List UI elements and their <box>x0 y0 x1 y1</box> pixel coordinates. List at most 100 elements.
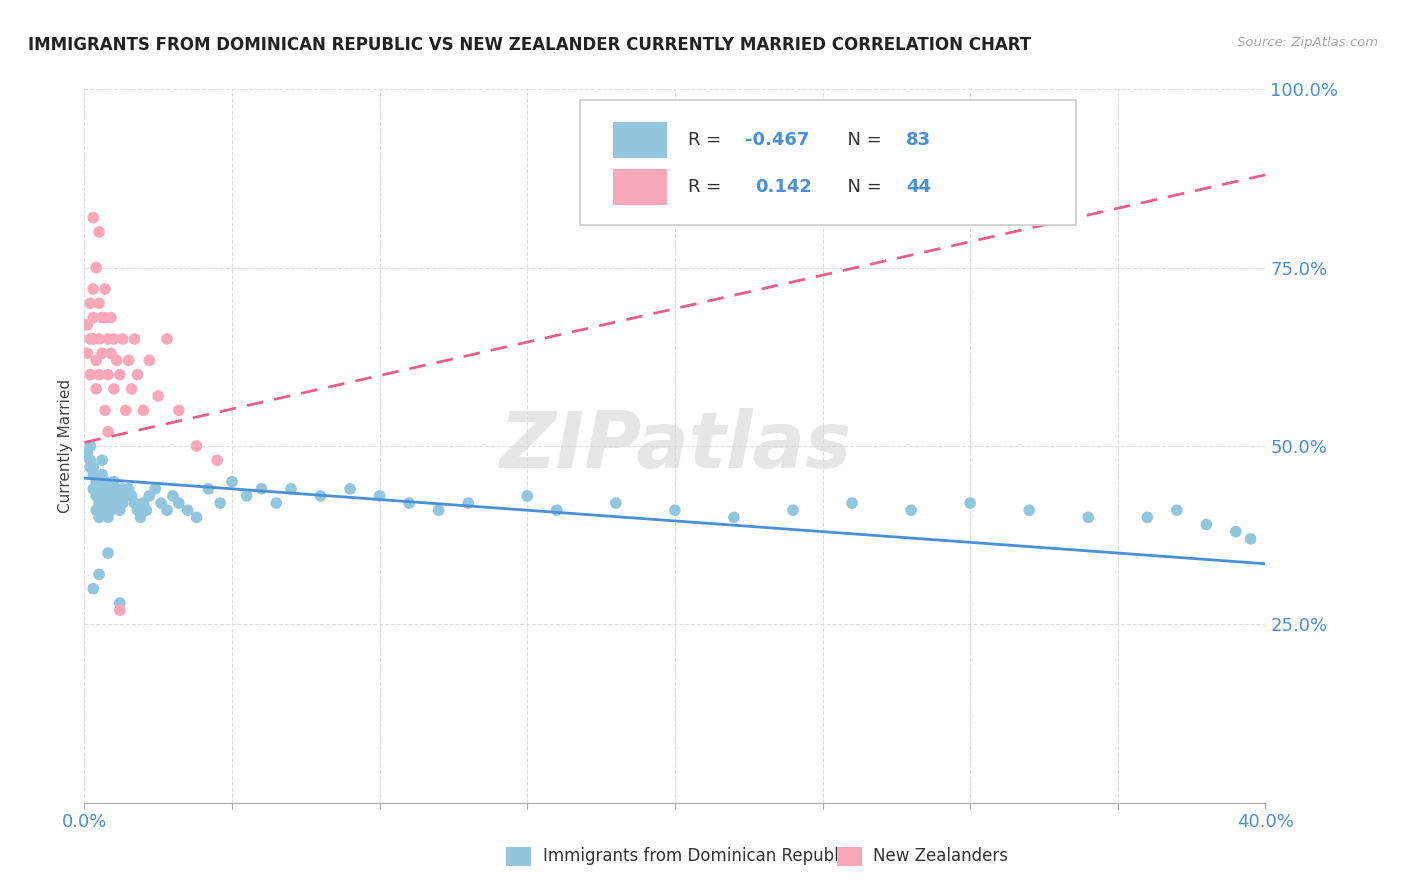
Point <box>97 496 120 510</box>
Point <box>87 368 111 382</box>
Point <box>82 582 104 596</box>
Point <box>1225 524 1247 539</box>
Point <box>82 310 104 325</box>
FancyBboxPatch shape <box>613 122 666 158</box>
Point <box>186 510 208 524</box>
Point <box>150 496 173 510</box>
Point <box>162 489 184 503</box>
Point <box>111 332 134 346</box>
Point <box>84 382 107 396</box>
Point <box>82 467 104 482</box>
Point <box>94 403 117 417</box>
Point <box>250 482 273 496</box>
Point <box>1136 510 1159 524</box>
Text: 44: 44 <box>907 178 931 195</box>
Point <box>143 482 166 496</box>
Point <box>221 475 243 489</box>
Point <box>94 503 117 517</box>
Point <box>76 318 98 332</box>
Point <box>546 503 568 517</box>
Point <box>959 496 981 510</box>
Point <box>108 489 131 503</box>
Point <box>87 510 111 524</box>
Text: -0.467: -0.467 <box>745 131 808 149</box>
Point <box>103 489 125 503</box>
Point <box>280 482 302 496</box>
Point <box>103 496 125 510</box>
Point <box>84 475 107 489</box>
Point <box>118 353 141 368</box>
Point <box>87 482 111 496</box>
Point <box>1018 503 1040 517</box>
Point <box>1195 517 1218 532</box>
Point <box>82 460 104 475</box>
Point <box>87 567 111 582</box>
Point <box>900 503 922 517</box>
Point <box>148 389 170 403</box>
Point <box>264 496 288 510</box>
Point <box>79 453 101 467</box>
Point <box>105 482 128 496</box>
Point <box>97 425 120 439</box>
Point <box>1166 503 1188 517</box>
Point <box>723 510 745 524</box>
Point <box>91 467 114 482</box>
Point <box>82 482 104 496</box>
Point <box>186 439 208 453</box>
Point <box>91 346 114 360</box>
Point <box>87 496 111 510</box>
Point <box>205 453 228 467</box>
Point <box>91 496 114 510</box>
Point <box>97 510 120 524</box>
Point <box>84 260 107 275</box>
Point <box>309 489 332 503</box>
Point <box>103 475 125 489</box>
Point <box>87 296 111 310</box>
Text: R =: R = <box>688 178 733 195</box>
Point <box>84 503 107 517</box>
Point <box>79 368 101 382</box>
Point <box>100 346 122 360</box>
Text: N =: N = <box>835 178 887 195</box>
Point <box>97 482 120 496</box>
Text: Source: ZipAtlas.com: Source: ZipAtlas.com <box>1237 36 1378 49</box>
Y-axis label: Currently Married: Currently Married <box>58 379 73 513</box>
Text: 83: 83 <box>907 131 932 149</box>
Point <box>132 403 155 417</box>
Point <box>82 332 104 346</box>
Point <box>79 296 101 310</box>
Text: ZIPatlas: ZIPatlas <box>499 408 851 484</box>
Point <box>94 310 117 325</box>
Point <box>79 332 101 346</box>
Point <box>235 489 259 503</box>
Point <box>103 382 125 396</box>
Text: R =: R = <box>688 131 727 149</box>
Point <box>197 482 219 496</box>
Point <box>121 489 143 503</box>
Point <box>132 496 155 510</box>
Point <box>82 211 104 225</box>
Point <box>84 489 107 503</box>
Point <box>398 496 420 510</box>
Point <box>79 460 101 475</box>
Point <box>87 225 111 239</box>
Text: N =: N = <box>835 131 887 149</box>
Point <box>97 368 120 382</box>
Point <box>100 489 122 503</box>
Point <box>76 346 98 360</box>
Point <box>100 503 122 517</box>
Point <box>87 332 111 346</box>
Point <box>782 503 804 517</box>
Point <box>94 475 117 489</box>
Point <box>79 439 101 453</box>
Point <box>91 453 114 467</box>
Point <box>97 332 120 346</box>
Point <box>118 482 141 496</box>
Point <box>100 310 122 325</box>
Point <box>457 496 479 510</box>
Point <box>108 596 131 610</box>
Point <box>124 496 146 510</box>
Point <box>105 353 128 368</box>
Point <box>605 496 627 510</box>
Point <box>516 489 538 503</box>
